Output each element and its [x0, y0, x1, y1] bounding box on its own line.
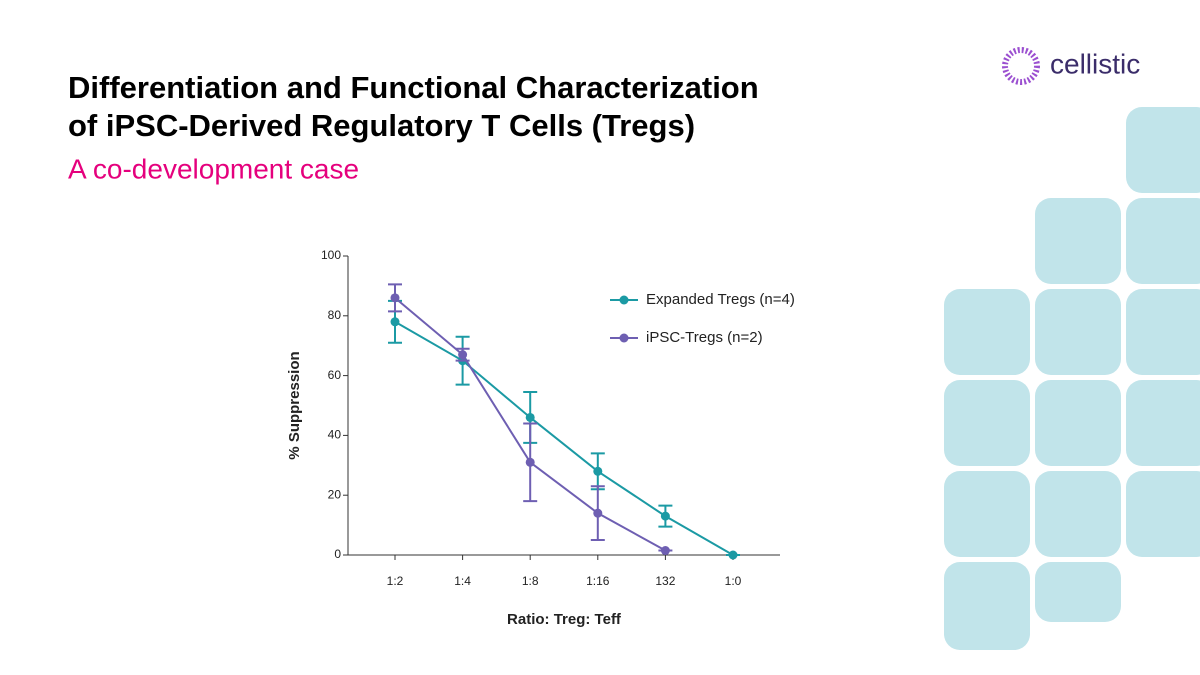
- decoration: [944, 107, 1200, 650]
- data-point: [525, 412, 535, 422]
- x-tick-label: 132: [655, 574, 675, 588]
- title-line: Differentiation and Functional Character…: [68, 70, 759, 105]
- data-point: [660, 511, 670, 521]
- x-tick-label: 1:16: [586, 574, 610, 588]
- x-axis-title: Ratio: Treg: Teff: [507, 611, 622, 628]
- data-point: [660, 546, 670, 556]
- y-tick-label: 20: [328, 487, 342, 501]
- legend-swatch: [619, 295, 629, 305]
- logo-text: cellistic: [1050, 48, 1140, 79]
- x-tick-label: 1:4: [454, 574, 471, 588]
- chart: 0 20 40 60 80 100 1:2 1:4 1:8 1:16 132 1:0 Ratio: Tr…: [286, 248, 795, 628]
- data-point: [458, 350, 468, 360]
- x-tick-label: 1:0: [725, 574, 742, 588]
- subtitle: A co-development case: [68, 153, 359, 184]
- data-point: [593, 508, 603, 518]
- data-point: [728, 550, 738, 560]
- logo-icon: [1002, 47, 1040, 85]
- data-point: [525, 457, 535, 467]
- x-tick-label: 1:8: [522, 574, 539, 588]
- series-line: [394, 320, 734, 556]
- data-point: [593, 466, 603, 476]
- y-axis-title: % Suppression: [286, 351, 303, 459]
- x-tick-label: 1:2: [387, 574, 404, 588]
- legend-swatch: [619, 333, 629, 343]
- legend-label: iPSC-Tregs (n=2): [646, 329, 763, 346]
- data-point: [390, 293, 400, 303]
- y-tick-label: 60: [328, 368, 342, 382]
- data-point: [390, 317, 400, 327]
- legend-label: Expanded Tregs (n=4): [646, 291, 795, 308]
- y-tick-label: 40: [328, 428, 342, 442]
- y-tick-label: 0: [334, 547, 341, 561]
- y-tick-label: 100: [321, 248, 341, 262]
- title-line: of iPSC-Derived Regulatory T Cells (Treg…: [68, 108, 695, 143]
- y-tick-label: 80: [328, 308, 342, 322]
